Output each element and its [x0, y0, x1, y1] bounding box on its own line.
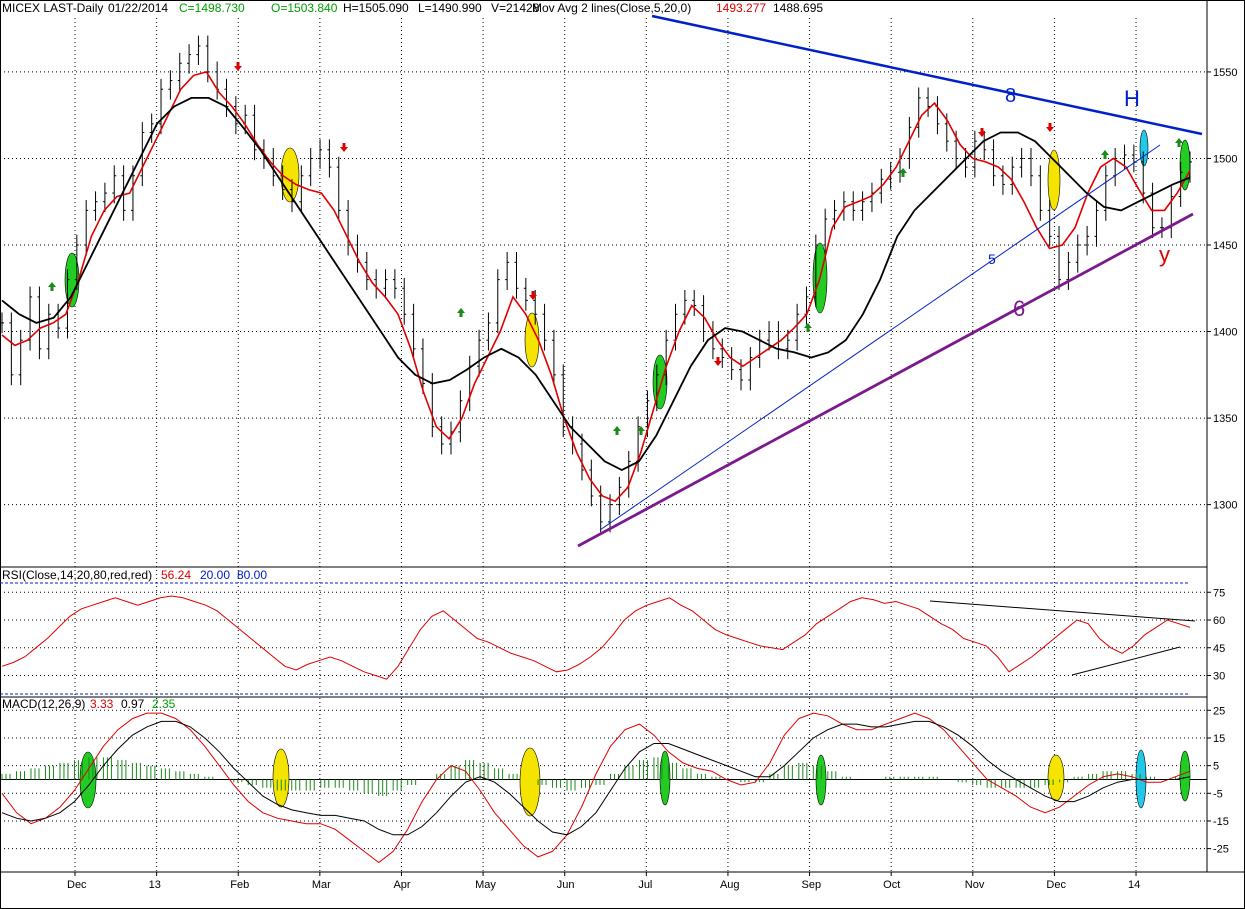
buy-arrow-icon	[804, 323, 812, 332]
rsi-tick-label: 60	[1213, 615, 1225, 627]
signal-highlight	[272, 748, 290, 808]
annotation-top-line: 8	[1005, 85, 1016, 107]
annotation-h: H	[1124, 86, 1140, 111]
rsi-trendline-bottom	[1071, 646, 1181, 676]
header-close: C=1498.730	[179, 1, 245, 15]
x-tick-label: Jul	[638, 879, 652, 891]
signal-highlight	[659, 750, 671, 806]
macd-tick-label: 15	[1213, 733, 1225, 745]
price-tick-label: 1450	[1213, 240, 1237, 252]
macd-label: MACD(12,26,9)	[2, 697, 85, 711]
sell-arrow-icon	[714, 357, 722, 366]
macd-tick-label: -15	[1213, 816, 1229, 828]
trendline-mid	[599, 144, 1161, 531]
rsi-tick-label: 75	[1213, 587, 1225, 599]
buy-arrow-icon	[899, 168, 907, 177]
trend-layer	[577, 14, 1203, 676]
signal-highlight	[1047, 754, 1065, 802]
x-tick-label: Mar	[312, 879, 331, 891]
sell-arrow-icon	[340, 143, 348, 152]
rsi-trendline-top	[929, 600, 1196, 622]
trendline-bottom	[577, 212, 1194, 548]
macd-layer	[1, 712, 1191, 864]
macd-signal-line	[1, 720, 1191, 836]
signal-highlight	[519, 747, 541, 817]
signal-highlight	[524, 312, 540, 368]
price-layer	[0, 35, 1192, 533]
price-tick-label: 1300	[1213, 500, 1237, 512]
signal-highlight	[1179, 750, 1191, 802]
signal-highlight	[1179, 139, 1191, 191]
macd-tick-label: -5	[1213, 788, 1223, 800]
annotation-mid-line: 5	[988, 251, 996, 267]
header-high: H=1505.090	[343, 1, 409, 15]
rsi-tick-label: 30	[1213, 671, 1225, 683]
x-tick-label: May	[475, 879, 496, 891]
macd-line	[1, 712, 1191, 864]
x-tick-label: 13	[149, 879, 161, 891]
sell-arrow-icon	[234, 62, 242, 71]
header-volume: V=21428	[491, 1, 540, 15]
macd-hist: 2.35	[152, 697, 176, 711]
header-ma-fast: 1493.277	[716, 1, 766, 15]
rsi-tick-label: 45	[1213, 643, 1225, 655]
x-tick-label: Jun	[557, 879, 575, 891]
buy-arrow-icon	[637, 426, 645, 435]
ma5-line	[1, 70, 1191, 503]
price-tick-label: 1350	[1213, 413, 1237, 425]
header-open: O=1503.840	[271, 1, 338, 15]
header-ma-label: Mov Avg 2 lines(Close,5,20,0)	[532, 1, 691, 15]
macd-tick-label: -25	[1213, 844, 1229, 856]
annotation-bottom-line: 6	[1013, 296, 1025, 321]
rsi-value: 56.24	[161, 568, 191, 582]
sell-arrow-icon	[529, 291, 537, 300]
header-low: L=1490.990	[418, 1, 482, 15]
price-tick-label: 1500	[1213, 153, 1237, 165]
sell-arrow-icon	[1046, 123, 1054, 132]
header-ma-slow: 1488.695	[773, 1, 823, 15]
axis-layer: 1300 1350 1400 1450 1500 1550 30 45 60 75 -25 -15 -5…	[67, 67, 1237, 891]
x-tick-label: 14	[1128, 879, 1140, 891]
x-tick-label: Feb	[230, 879, 249, 891]
buy-arrow-icon	[457, 308, 465, 317]
rsi-high: 80.00	[237, 568, 267, 582]
x-tick-label: Nov	[965, 879, 985, 891]
buy-arrow-icon	[1101, 150, 1109, 159]
rsi-low: 20.00	[200, 568, 230, 582]
rsi-label: RSI(Close,14,20,80,red,red)	[2, 568, 152, 582]
macd-value: 3.33	[90, 697, 114, 711]
rsi-line	[1, 595, 1191, 680]
buy-arrow-icon	[48, 282, 56, 291]
x-tick-label: Dec	[67, 879, 87, 891]
signal-highlight	[1047, 149, 1061, 211]
macd-tick-label: 5	[1213, 761, 1219, 773]
buy-arrow-icon	[613, 426, 621, 435]
macd-tick-label: 25	[1213, 705, 1225, 717]
x-tick-label: Sep	[802, 879, 822, 891]
annotation-y: y	[1159, 242, 1170, 267]
sell-arrow-icon	[978, 128, 986, 137]
signal-highlight	[79, 751, 97, 809]
x-tick-label: Dec	[1046, 879, 1066, 891]
price-tick-label: 1550	[1213, 67, 1237, 79]
header-symbol: MICEX LAST-Daily	[2, 1, 103, 15]
signal-highlight	[1139, 129, 1149, 167]
rsi-layer	[1, 595, 1191, 680]
arrow-layer	[48, 62, 1183, 435]
buy-arrow-icon	[1175, 138, 1183, 147]
signal-highlight	[815, 754, 827, 806]
ma20-line	[1, 97, 1191, 472]
x-tick-label: Oct	[883, 879, 900, 891]
trendline-top	[651, 14, 1203, 136]
header-date: 01/22/2014	[108, 1, 168, 15]
macd-signal: 0.97	[121, 697, 145, 711]
x-tick-label: Apr	[393, 879, 410, 891]
price-tick-label: 1400	[1213, 327, 1237, 339]
x-tick-label: Aug	[720, 879, 740, 891]
